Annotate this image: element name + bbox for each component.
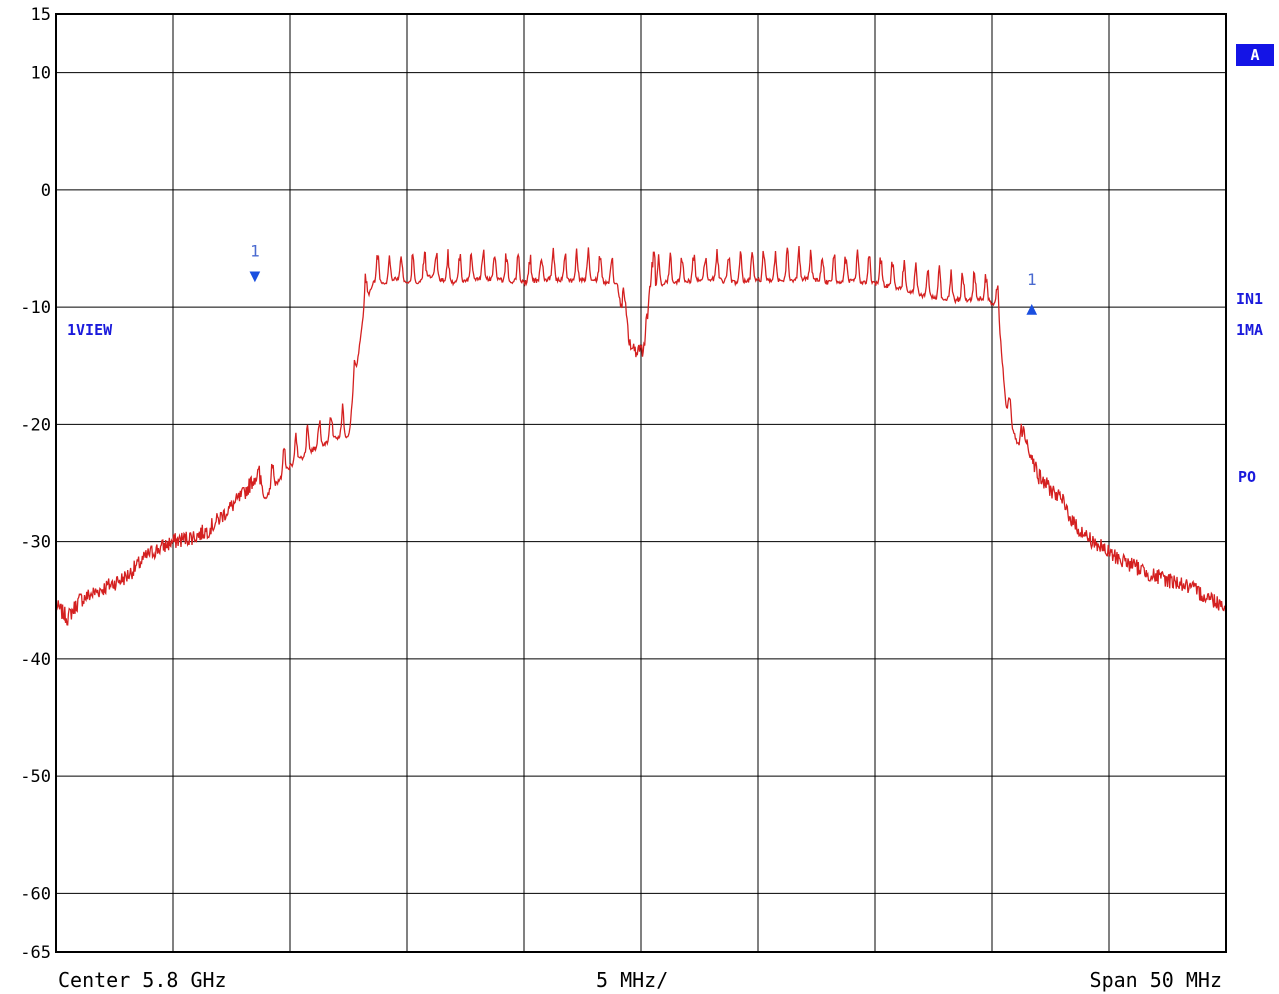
grid xyxy=(56,14,1226,952)
spectrum-trace-line xyxy=(55,245,1227,626)
y-tick-label: -50 xyxy=(20,767,51,787)
max-hold-label: 1MA xyxy=(1236,321,1264,339)
marker-1-label: 1 xyxy=(250,241,260,260)
y-tick-label: -65 xyxy=(20,943,51,963)
y-tick-labels: 15 10 0 -10 -20 -30 -40 -50 -60 -65 xyxy=(20,5,51,963)
y-tick-label: 10 xyxy=(31,64,51,84)
marker-2-symbol: ▲ xyxy=(1026,301,1037,317)
division-label: 5 MHz/ xyxy=(596,968,668,992)
span-label: Span 50 MHz xyxy=(1090,968,1222,992)
y-tick-label: -10 xyxy=(20,298,51,318)
trace-view-label: 1VIEW xyxy=(67,321,113,339)
y-tick-label: -30 xyxy=(20,533,51,553)
y-tick-label: -20 xyxy=(20,415,51,435)
y-tick-label: 15 xyxy=(31,5,51,25)
y-tick-label: -40 xyxy=(20,650,51,670)
marker-1-symbol: ▼ xyxy=(250,268,261,284)
marker-2-label: 1 xyxy=(1027,270,1037,289)
trace-a-badge: A xyxy=(1236,44,1274,66)
input-label: IN1 xyxy=(1236,290,1264,308)
trace-layer xyxy=(55,245,1227,626)
y-tick-label: 0 xyxy=(41,181,51,201)
y-tick-label: -60 xyxy=(20,884,51,904)
preamp-label: PO xyxy=(1238,468,1257,486)
center-frequency-label: Center 5.8 GHz xyxy=(58,968,227,992)
marker-layer: ▼ 1 ▲ 1 xyxy=(250,241,1038,317)
plot-frame xyxy=(55,13,1227,953)
